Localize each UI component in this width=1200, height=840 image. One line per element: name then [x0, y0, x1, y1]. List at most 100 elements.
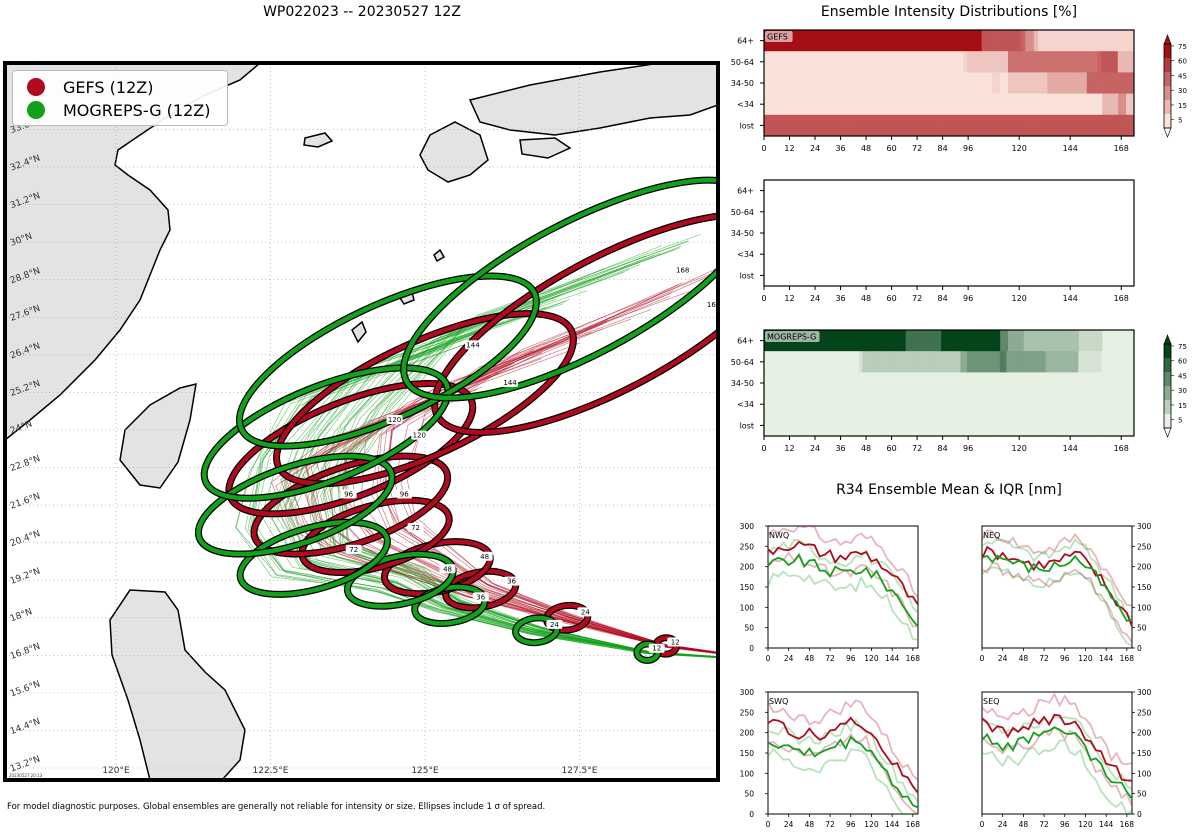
- hour-tick-label: 60: [886, 144, 896, 153]
- intensity-cell: [965, 414, 970, 437]
- intensity-cell: [895, 114, 900, 137]
- intensity-cell: [999, 51, 1005, 73]
- colorbar-tick-label: 30: [1178, 387, 1187, 395]
- intensity-cell: [953, 393, 958, 416]
- intensity-cell: [1033, 414, 1037, 437]
- intensity-cell: [996, 72, 1001, 94]
- intensity-cell: [868, 30, 874, 52]
- intensity-cell: [849, 393, 854, 416]
- intensity-cell: [923, 372, 927, 394]
- intensity-cell: [926, 414, 930, 437]
- intensity-cell: [1073, 51, 1078, 73]
- intensity-cell: [815, 414, 820, 437]
- intensity-cell: [935, 393, 939, 416]
- intensity-cell: [776, 372, 780, 394]
- intensity-cell: [886, 330, 891, 352]
- intensity-cell: [909, 330, 914, 352]
- r34-x-tick-label: 0: [766, 820, 771, 829]
- intensity-cell: [1056, 51, 1062, 73]
- intensity-cell: [981, 30, 987, 52]
- intensity-cell: [797, 414, 802, 437]
- intensity-cell: [819, 351, 824, 373]
- intensity-cell: [782, 393, 786, 416]
- intensity-cell: [921, 351, 925, 373]
- intensity-cell: [1054, 93, 1059, 116]
- intensity-cell: [867, 393, 872, 416]
- map-legend: GEFS (12Z) MOGREPS-G (12Z): [12, 70, 228, 126]
- intensity-cell: [1031, 330, 1036, 352]
- r34-x-tick-label: 24: [784, 820, 794, 829]
- intensity-cell: [1100, 393, 1104, 416]
- intensity-cell: [899, 93, 904, 116]
- intensity-cell: [1018, 93, 1023, 116]
- intensity-cell: [853, 51, 858, 73]
- intensity-cell: [999, 30, 1004, 52]
- mogreps-ellipse-fill: [237, 519, 390, 597]
- intensity-cell: [895, 372, 899, 394]
- intensity-cell: [1072, 393, 1077, 416]
- intensity-cell: [1085, 414, 1089, 437]
- intensity-cell: [932, 372, 936, 394]
- intensity-cell: [879, 114, 884, 137]
- intensity-cell: [1027, 72, 1033, 94]
- intensity-cell: [950, 93, 956, 116]
- intensity-cell: [1082, 72, 1088, 94]
- intensity-cell: [962, 93, 968, 116]
- mogreps-dot-icon: [27, 101, 45, 119]
- intensity-cell: [832, 351, 837, 373]
- intensity-cell: [929, 372, 933, 394]
- intensity-cell: [885, 51, 891, 73]
- intensity-cell: [963, 351, 968, 373]
- intensity-cell: [975, 51, 980, 73]
- intensity-cell: [919, 393, 924, 416]
- intensity-cell: [1026, 93, 1031, 116]
- intensity-cell: [1008, 414, 1013, 437]
- hour-tick-label: 0: [761, 294, 766, 303]
- intensity-cell: [1003, 351, 1007, 373]
- intensity-cell: [838, 330, 844, 352]
- intensity-cell: [839, 351, 843, 373]
- colorbar-min-arrow: [1163, 127, 1172, 138]
- intensity-cell: [888, 351, 893, 373]
- intensity-cell: [846, 372, 851, 394]
- intensity-cell: [981, 372, 985, 394]
- intensity-cell: [987, 393, 991, 416]
- intensity-cell: [1106, 330, 1111, 352]
- intensity-cell: [803, 414, 808, 437]
- colorbar-segment: [1164, 72, 1171, 87]
- intensity-cell: [968, 72, 974, 94]
- colorbar-segment: [1164, 400, 1171, 415]
- r34-mogreps-iqr-lower: [982, 739, 1133, 816]
- hour-tick-label: 24: [810, 144, 820, 153]
- intensity-cell: [846, 330, 851, 352]
- mogreps-hour-label: 72: [349, 546, 358, 554]
- intensity-cell: [935, 372, 939, 394]
- intensity-cell: [799, 93, 805, 116]
- r34-mogreps-iqr-upper: [981, 715, 1133, 790]
- intensity-cell: [984, 393, 988, 416]
- intensity-cell: [1074, 330, 1080, 352]
- intensity-cell: [831, 114, 837, 137]
- intensity-cell: [808, 51, 814, 73]
- intensity-cell: [976, 330, 981, 352]
- hour-tick-label: 120: [1012, 444, 1027, 453]
- intensity-cell: [914, 351, 919, 373]
- intensity-cell: [791, 372, 795, 394]
- r34-x-tick-label: 72: [825, 654, 835, 663]
- intensity-cell: [826, 351, 830, 373]
- intensity-cell: [855, 393, 860, 416]
- intensity-cell: [825, 393, 829, 416]
- intensity-cell: [1089, 51, 1094, 73]
- colorbar-max-arrow: [1163, 334, 1172, 345]
- colorbar-segment: [1164, 358, 1171, 373]
- intensity-cell: [1130, 414, 1135, 437]
- intensity-cell: [886, 72, 891, 94]
- intensity-cell: [978, 372, 982, 394]
- intensity-cell: [855, 114, 860, 137]
- hour-tick-label: 144: [1063, 444, 1078, 453]
- r34-gefs-iqr-lower: [767, 551, 919, 628]
- intensity-cell: [1054, 372, 1058, 394]
- intensity-cell: [1030, 414, 1034, 437]
- r34-x-tick-label: 120: [1078, 654, 1093, 663]
- intensity-cell: [1000, 330, 1005, 352]
